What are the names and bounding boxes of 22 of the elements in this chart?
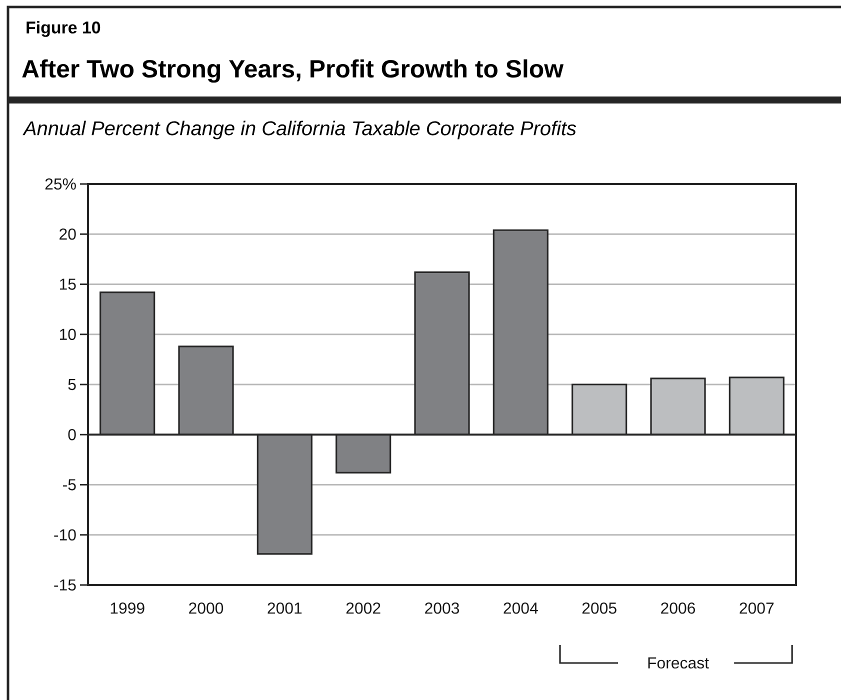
x-tick-label: 2005 <box>582 602 616 614</box>
text: Forecast <box>648 657 709 669</box>
x-tick-label: 2006 <box>661 602 696 614</box>
y-tick-label: 15 <box>60 278 76 290</box>
x-tick-label: 2000 <box>189 602 224 614</box>
x-tick-label: 1999 <box>110 602 144 614</box>
y-tick-label: -5 <box>63 479 76 490</box>
y-tick-label: -15 <box>54 579 76 591</box>
x-tick-label: 2001 <box>268 602 302 614</box>
y-tick-label: 25% <box>45 178 76 190</box>
x-tick-label: 2003 <box>425 602 460 614</box>
chart-subtitle: Annual Percent Change in California Taxable Corporate Profits <box>22 120 576 140</box>
x-tick-label: 2007 <box>740 602 774 614</box>
x-tick-label: 2002 <box>346 602 380 614</box>
chart-title: After Two Strong Years, Profit Growth to Slow <box>22 59 564 83</box>
y-tick-label: 0 <box>68 428 76 440</box>
y-tick-label: 5 <box>68 378 76 390</box>
x-tick-label: 2004 <box>504 602 538 614</box>
y-tick-label: 20 <box>60 228 76 240</box>
y-tick-label: 10 <box>60 328 76 340</box>
caption: Figure 10 <box>26 21 100 37</box>
y-tick-label: -10 <box>54 529 76 541</box>
